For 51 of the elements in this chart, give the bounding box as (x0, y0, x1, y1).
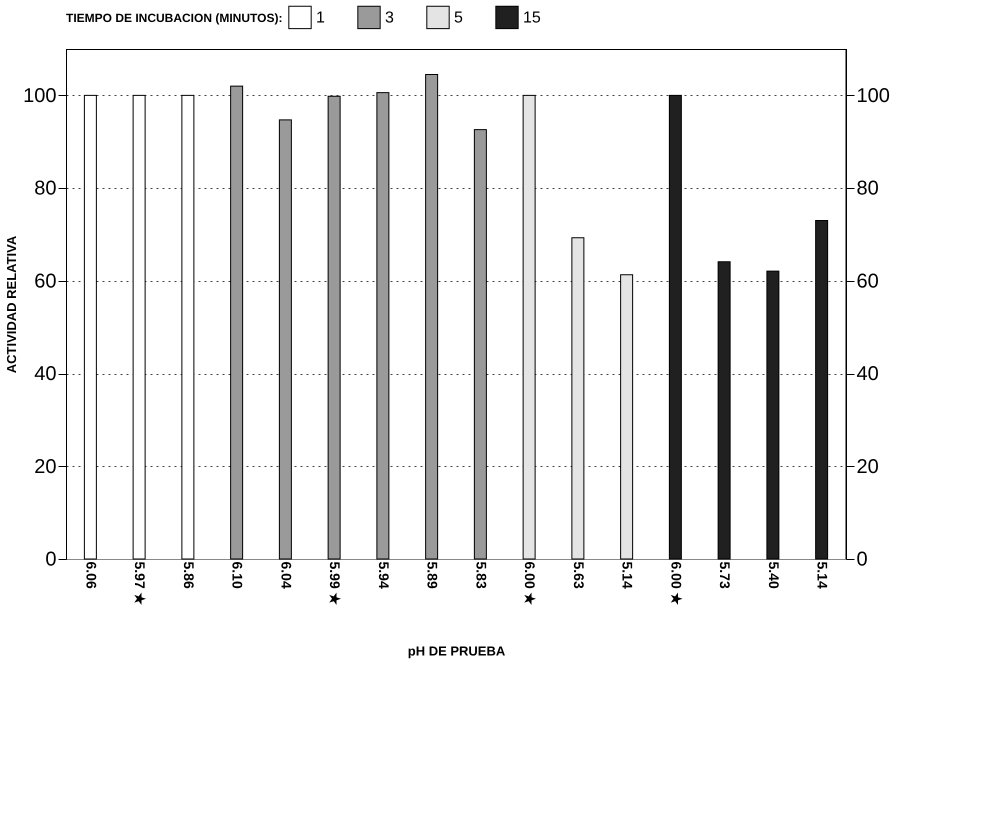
x-tick-label: 5.40 (766, 562, 782, 589)
y-tick-label: 40 (34, 363, 56, 386)
y2-tick-label: 40 (856, 363, 879, 386)
bar (376, 92, 390, 560)
y-tick-label: 100 (23, 84, 56, 107)
x-tick-label: 5.14 (814, 562, 831, 589)
legend-title: TIEMPO DE INCUBACION (MINUTOS): (66, 11, 282, 25)
y-tick-label: 0 (45, 548, 56, 570)
x-tick-label: 5.97 ★ (132, 562, 148, 606)
legend-label: 5 (454, 9, 463, 26)
y-axis-title: ACTIVIDAD RELATIVA (4, 235, 20, 374)
bar (718, 261, 731, 560)
bar (474, 129, 487, 560)
bar (668, 94, 682, 560)
legend-label: 15 (523, 9, 541, 26)
bar (132, 94, 146, 560)
bar (278, 119, 292, 560)
legend-label: 1 (316, 9, 325, 26)
x-tick-label: 5.86 (180, 562, 197, 589)
y2-tick-label: 20 (856, 456, 879, 478)
bar (425, 74, 438, 560)
y2-tick-label: 80 (856, 178, 879, 200)
x-tick-label: 5.14 (620, 562, 636, 589)
x-tick-label: 6.06 (83, 562, 100, 589)
x-tick-label: 6.00 ★ (668, 562, 684, 606)
legend-label: 3 (385, 9, 394, 26)
y2-tick-label: 100 (856, 84, 890, 107)
y2-tick-label: 60 (856, 270, 879, 292)
bar (181, 94, 194, 560)
x-tick-label: 6.00 ★ (522, 562, 538, 606)
bar (620, 274, 634, 560)
x-tick-label: 5.94 (376, 562, 392, 589)
x-tick-label: 6.04 (278, 562, 294, 589)
x-tick-label: 5.63 (570, 562, 587, 589)
bar (230, 86, 244, 560)
y2-tick-label: 0 (856, 548, 868, 570)
x-axis-title: pH DE PRUEBA (408, 644, 506, 659)
y-tick-label: 80 (34, 178, 56, 200)
x-tick-label: 5.99 ★ (327, 562, 344, 606)
y-tick-label: 20 (34, 456, 56, 478)
bar (328, 96, 341, 560)
bar (522, 94, 536, 560)
x-tick-label: 5.89 (424, 562, 441, 589)
y-tick-label: 60 (34, 270, 56, 292)
bar (571, 237, 584, 560)
bar (766, 270, 780, 560)
x-tick-label: 6.10 (230, 562, 246, 589)
bar (815, 220, 828, 560)
x-tick-label: 5.73 (717, 562, 734, 589)
x-tick-label: 5.83 (473, 562, 490, 589)
bar (84, 94, 97, 560)
